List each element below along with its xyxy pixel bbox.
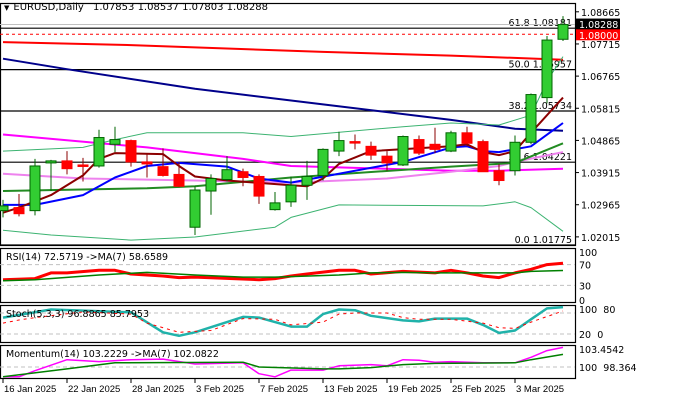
- candle-bearish: [429, 143, 441, 150]
- alert-level-label: 1.08000: [579, 31, 618, 42]
- ohlc-open: 1.07853: [93, 2, 135, 13]
- rsi-axis-label: 70: [579, 261, 591, 272]
- momentum-ma-line: [2, 353, 564, 378]
- candle-bullish: [397, 136, 409, 166]
- time-tick-label: 16 Jan 2025: [4, 384, 56, 395]
- time-tick-label: 19 Feb 2025: [388, 384, 441, 395]
- price-tick-label: 1.02015: [581, 233, 620, 244]
- candle-bullish: [269, 202, 281, 211]
- momentum-axis-label: 98.364: [603, 363, 636, 374]
- candle-bullish: [221, 169, 233, 181]
- chart-header: ▼ EURUSD,Daily 1.07853 1.08537 1.07803 1.…: [4, 2, 268, 13]
- candle-bearish: [349, 141, 361, 144]
- rsi-line: [2, 261, 564, 282]
- candle-bullish: [333, 140, 345, 152]
- stoch-axis-label: 0: [597, 330, 603, 341]
- candle-bullish: [317, 148, 329, 176]
- rsi-ma-line: [2, 269, 564, 282]
- ohlc-high: 1.08537: [137, 2, 179, 13]
- price-tick-label: 1.07715: [581, 40, 620, 51]
- panel-frame: [0, 304, 577, 344]
- candle-bearish: [365, 145, 377, 156]
- momentum-axis-label: 103.4542: [579, 345, 624, 356]
- candle-bullish: [93, 137, 105, 167]
- candle-bullish: [45, 160, 57, 164]
- rsi-axis-label: 30: [579, 281, 591, 292]
- time-tick-label: 13 Feb 2025: [324, 384, 377, 395]
- rsi-indicator-label: RSI(14) 72.5719 ->MA(7) 58.6589: [6, 252, 168, 263]
- symbol-timeframe: EURUSD,Daily: [13, 2, 84, 13]
- rsi-axis-label: 0: [579, 296, 585, 307]
- ma-blue-line: [3, 122, 564, 206]
- time-tick-label: 3 Feb 2025: [196, 384, 244, 395]
- stoch-k-line: [2, 305, 564, 338]
- candle-bearish: [77, 164, 89, 167]
- alert-level-badge: [576, 29, 620, 41]
- candle-bearish: [173, 173, 185, 187]
- candle-bearish: [157, 166, 169, 176]
- candle-bullish: [525, 94, 537, 143]
- fib-level-label: 38.2 1.05734: [509, 101, 572, 112]
- time-tick-label: 7 Feb 2025: [260, 384, 308, 395]
- time-tick-label: 25 Feb 2025: [452, 384, 505, 395]
- candle-bullish: [301, 175, 313, 186]
- momentum-indicator-label: Momentum(14) 103.2229 ->MA(7) 102.0822: [6, 349, 219, 360]
- candle-bearish: [141, 161, 153, 165]
- bands-line: [2, 56, 564, 152]
- stoch-indicator-label: Stoch(5,3,3) 96.8865 85.7953: [6, 309, 149, 320]
- price-tick-label: 1.06765: [581, 72, 620, 83]
- panel-frame: [0, 247, 577, 304]
- candle-bearish: [477, 141, 489, 173]
- momentum-axis-label: 100: [579, 363, 597, 374]
- price-tick-label: 1.05815: [581, 104, 620, 115]
- candle-bullish: [0, 205, 9, 212]
- stoch-axis-label: 100: [579, 305, 597, 316]
- time-tick-label: 28 Jan 2025: [132, 384, 184, 395]
- candle-bullish: [205, 177, 217, 192]
- candle-bullish: [109, 139, 121, 145]
- candle-bullish: [557, 24, 569, 40]
- time-tick-label: 3 Mar 2025: [516, 384, 564, 395]
- candle-bearish: [237, 171, 249, 178]
- fib-level-label: 0.0 1.01775: [515, 235, 572, 246]
- fib-level-label: 50.0 1.06957: [509, 60, 572, 71]
- candle-bearish: [413, 139, 425, 154]
- price-tick-label: 1.02965: [581, 201, 620, 212]
- ma-long-line: [2, 41, 564, 61]
- fib-level-label: 61.8 1.08181: [509, 18, 572, 29]
- candle-bullish: [445, 132, 457, 152]
- ohlc-low: 1.07803: [182, 2, 224, 13]
- rsi-axis-label: 100: [579, 248, 597, 259]
- price-tick-label: 1.03915: [581, 169, 620, 180]
- candle-bullish: [541, 39, 553, 99]
- candle-bullish: [285, 184, 297, 203]
- panel-frame: [0, 344, 577, 380]
- current-price-badge: [576, 18, 620, 30]
- current-price-label: 1.08288: [579, 20, 618, 31]
- dropdown-triangle-icon[interactable]: ▼: [4, 4, 10, 12]
- bands-line: [2, 201, 564, 241]
- candle-bearish: [381, 155, 393, 164]
- time-tick-label: 22 Jan 2025: [68, 384, 120, 395]
- candle-bullish: [189, 189, 201, 228]
- stoch-axis-label: 80: [603, 305, 615, 316]
- candle-bearish: [461, 132, 473, 144]
- price-tick-label: 1.08665: [581, 8, 620, 19]
- candle-bearish: [493, 170, 505, 182]
- ma-navy-line: [2, 57, 564, 132]
- price-tick-label: 1.04865: [581, 136, 620, 147]
- ohlc-close: 1.08288: [226, 2, 269, 13]
- candle-bearish: [13, 207, 25, 215]
- stoch-axis-label: 20: [579, 330, 591, 341]
- candle-bearish: [253, 175, 265, 197]
- candle-bullish: [509, 141, 521, 172]
- candle-bullish: [29, 165, 41, 212]
- ma-darkred-line: [2, 96, 564, 214]
- candle-bearish: [61, 160, 73, 170]
- candle-bearish: [125, 140, 137, 163]
- stoch-d-line: [2, 310, 564, 333]
